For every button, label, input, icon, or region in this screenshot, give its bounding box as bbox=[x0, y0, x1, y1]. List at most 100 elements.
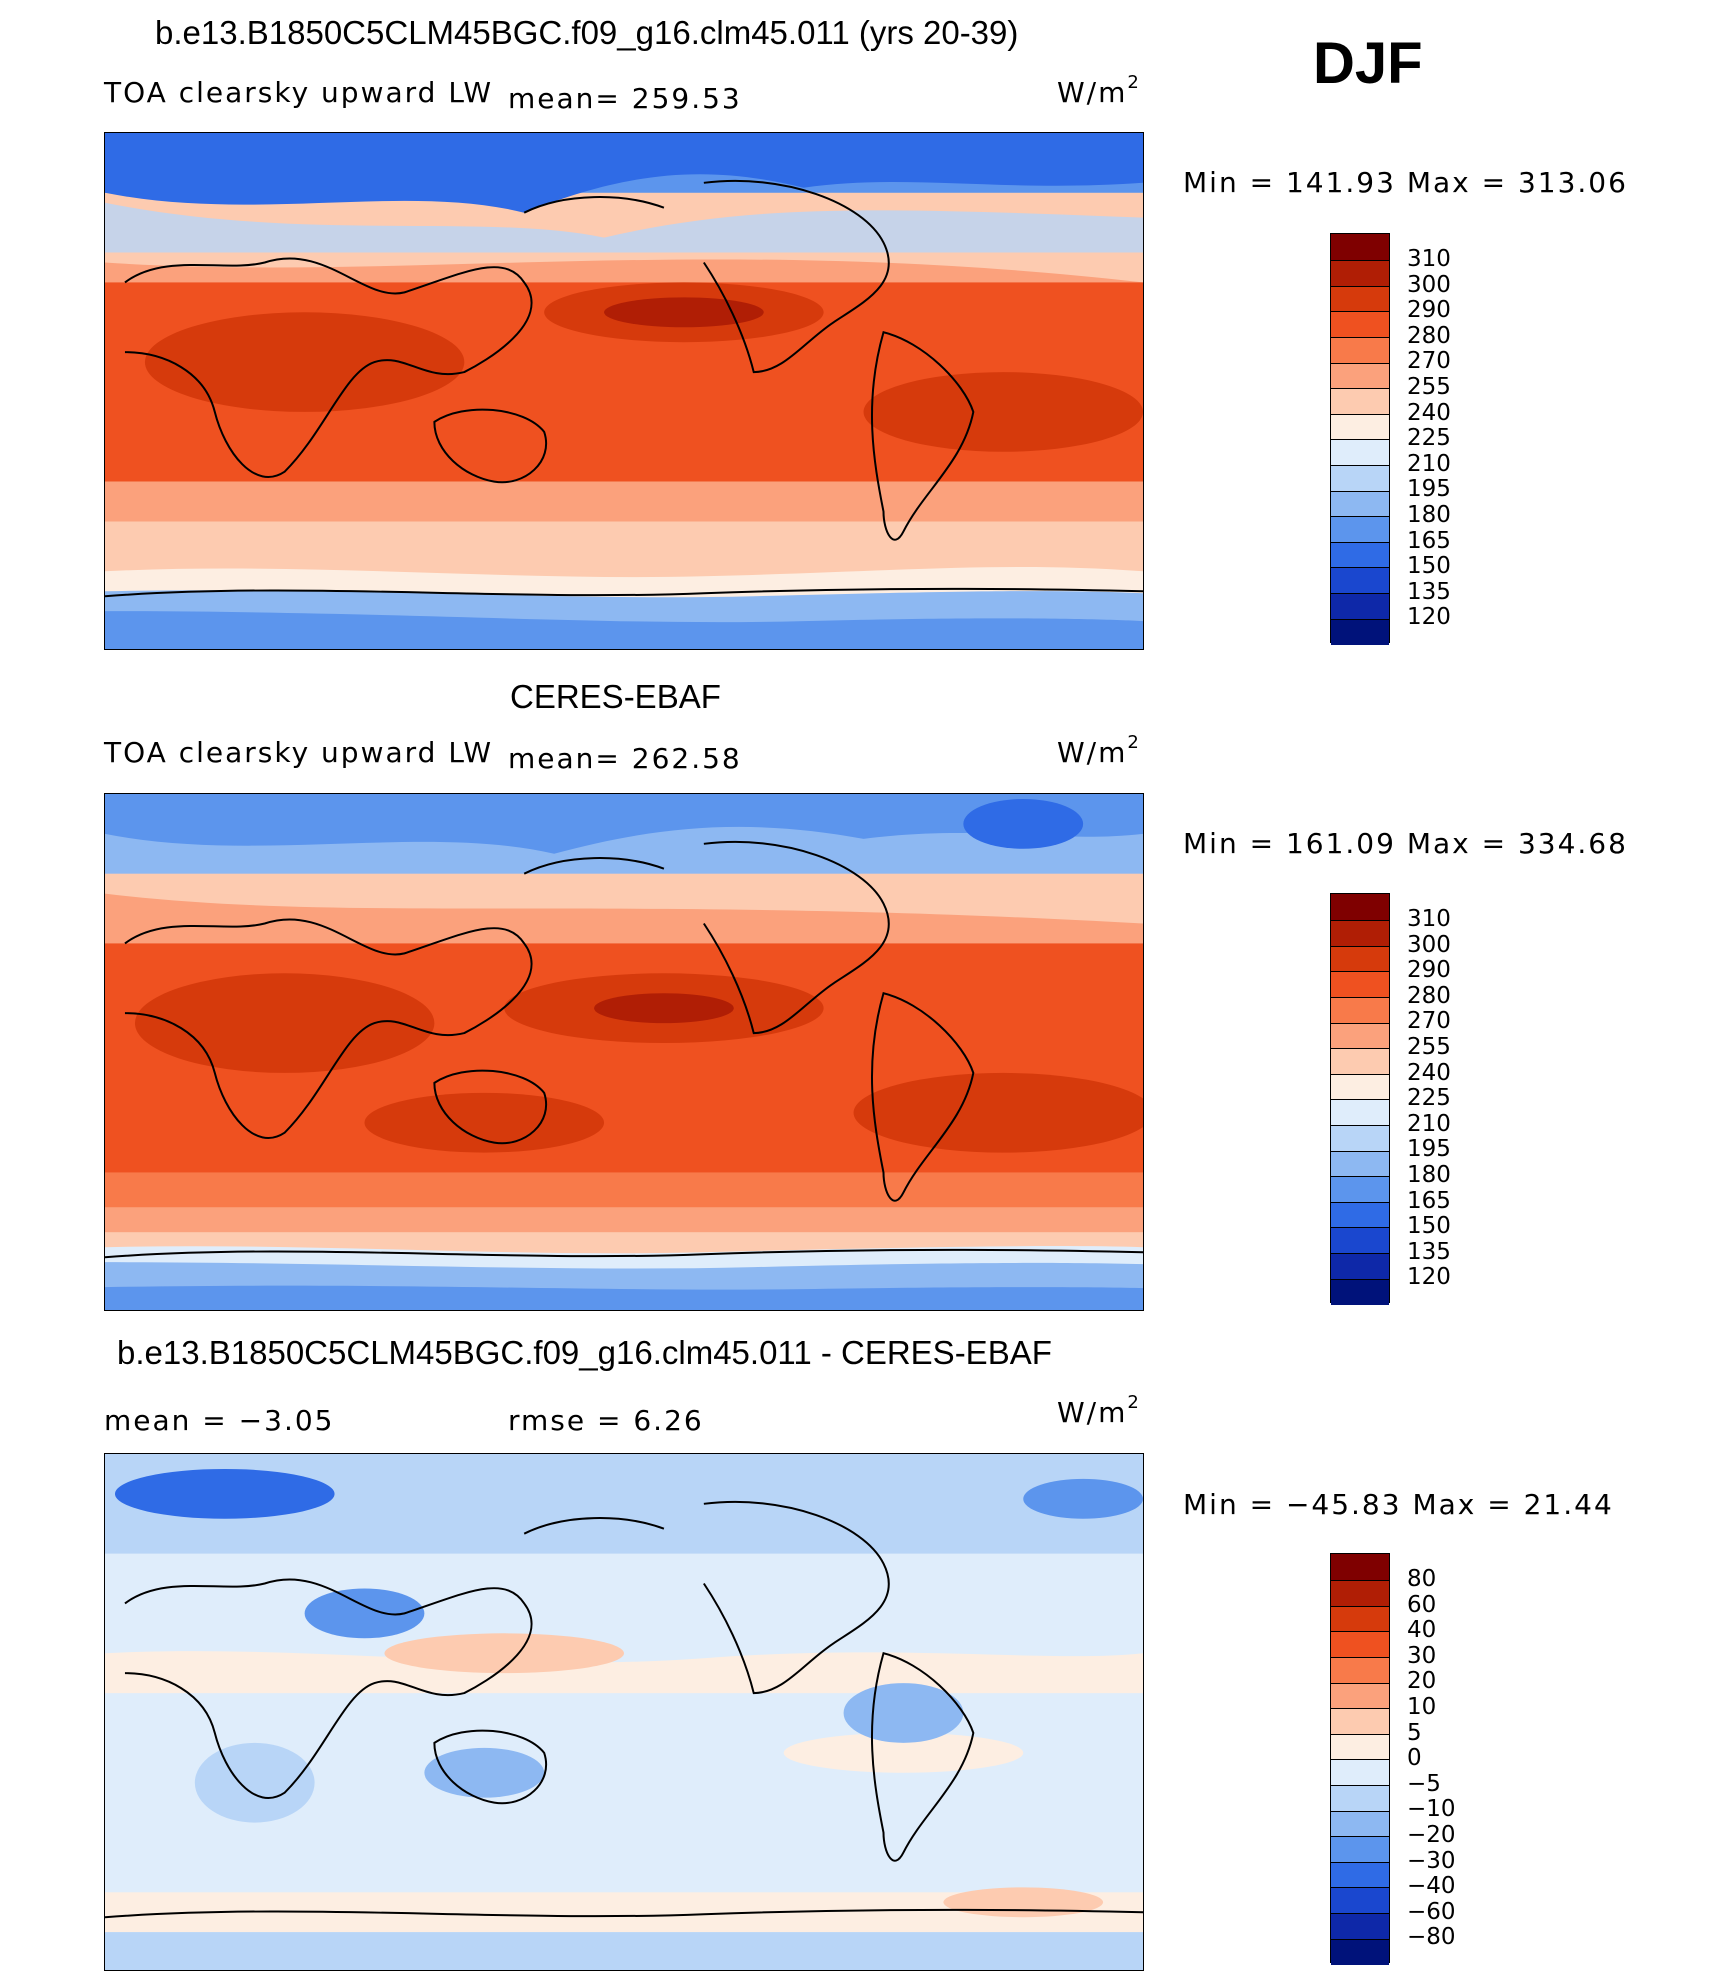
colorbar-swatch bbox=[1331, 1837, 1389, 1863]
diff-map-field bbox=[105, 1454, 1143, 1970]
colorbar-tick-label: 225 bbox=[1407, 425, 1451, 452]
season-label: DJF bbox=[1313, 31, 1423, 96]
colorbar-swatch bbox=[1331, 1126, 1389, 1152]
colorbar-tick-label: 300 bbox=[1407, 931, 1451, 958]
colorbar-tick-label: −5 bbox=[1407, 1770, 1441, 1797]
colorbar-tick-label: 0 bbox=[1407, 1745, 1422, 1772]
colorbar-swatch bbox=[1331, 1049, 1389, 1075]
colorbar-tick-label: −10 bbox=[1407, 1796, 1456, 1823]
colorbar-tick-label: 290 bbox=[1407, 957, 1451, 984]
panel-diff-rmse-label: rmse = 6.26 bbox=[508, 1404, 704, 1437]
colorbar-tick-label: −30 bbox=[1407, 1847, 1456, 1874]
colorbar-tick-label: 120 bbox=[1407, 604, 1451, 631]
units-superscript: 2 bbox=[1127, 732, 1141, 753]
colorbar-tick-label: 255 bbox=[1407, 1034, 1451, 1060]
colorbar-tick-label: 195 bbox=[1407, 476, 1451, 503]
colorbar-tick-label: 135 bbox=[1407, 578, 1451, 605]
units-text: W/m bbox=[1057, 1396, 1128, 1429]
colorbar-swatch bbox=[1331, 234, 1389, 262]
colorbar-tick-label: 290 bbox=[1407, 297, 1451, 324]
colorbar-swatch bbox=[1331, 946, 1389, 973]
colorbar-tick-label: 210 bbox=[1407, 1110, 1451, 1137]
colorbar-tick-label: 280 bbox=[1407, 322, 1451, 349]
colorbar-swatch bbox=[1331, 1709, 1389, 1735]
colorbar-swatch bbox=[1331, 338, 1389, 364]
colorbar-tick-label: −20 bbox=[1407, 1822, 1456, 1848]
colorbar-swatch bbox=[1331, 312, 1389, 339]
colorbar-swatch bbox=[1331, 440, 1389, 467]
colorbar-tick-label: −40 bbox=[1407, 1873, 1456, 1900]
panel-model-mean-label: mean= 259.53 bbox=[508, 82, 742, 115]
colorbar-tick-label: 135 bbox=[1407, 1238, 1451, 1265]
colorbar-tick-label: 270 bbox=[1407, 348, 1451, 375]
panel-model-title: b.e13.B1850C5CLM45BGC.f09_g16.clm45.011 … bbox=[155, 14, 1019, 51]
colorbar-swatch bbox=[1331, 261, 1389, 287]
obs-map-field bbox=[105, 794, 1143, 1310]
colorbar-tick-label: 180 bbox=[1407, 502, 1451, 528]
panel-obs-minmax: Min = 161.09 Max = 334.68 bbox=[1183, 827, 1628, 860]
colorbar-tick-label: 195 bbox=[1407, 1136, 1451, 1163]
panel-obs-map bbox=[104, 793, 1144, 1311]
panel-model-minmax: Min = 141.93 Max = 313.06 bbox=[1183, 166, 1628, 199]
colorbar-tick-label: 180 bbox=[1407, 1162, 1451, 1188]
colorbar-tick-label: 225 bbox=[1407, 1085, 1451, 1112]
colorbar-tick-label: 300 bbox=[1407, 271, 1451, 298]
colorbar-swatch bbox=[1331, 1254, 1389, 1280]
panel-model-colorbar bbox=[1330, 233, 1390, 646]
colorbar-swatch bbox=[1331, 619, 1389, 646]
colorbar-tick-label: −60 bbox=[1407, 1898, 1456, 1925]
colorbar-tick-label: 165 bbox=[1407, 527, 1451, 554]
panel-obs-units: W/m2 bbox=[1057, 732, 1141, 769]
colorbar-tick-label: 255 bbox=[1407, 374, 1451, 400]
panel-diff-units: W/m2 bbox=[1057, 1392, 1141, 1429]
panel-diff-mean-label: mean = −3.05 bbox=[104, 1404, 335, 1437]
colorbar-swatch bbox=[1331, 1914, 1389, 1940]
colorbar-swatch bbox=[1331, 1228, 1389, 1255]
colorbar-swatch bbox=[1331, 542, 1389, 569]
colorbar-tick-label: 150 bbox=[1407, 553, 1451, 580]
units-superscript: 2 bbox=[1127, 1392, 1141, 1413]
colorbar-swatch bbox=[1331, 1888, 1389, 1915]
colorbar-tick-label: 270 bbox=[1407, 1008, 1451, 1035]
colorbar-swatch bbox=[1331, 1581, 1389, 1607]
colorbar-tick-label: 10 bbox=[1407, 1694, 1437, 1720]
colorbar-swatch bbox=[1331, 414, 1389, 441]
colorbar-tick-label: 150 bbox=[1407, 1213, 1451, 1240]
colorbar-swatch bbox=[1331, 1786, 1389, 1812]
colorbar-swatch bbox=[1331, 466, 1389, 492]
colorbar-tick-label: 165 bbox=[1407, 1187, 1451, 1214]
colorbar-swatch bbox=[1331, 594, 1389, 620]
colorbar-swatch bbox=[1331, 1202, 1389, 1229]
colorbar-tick-label: 280 bbox=[1407, 982, 1451, 1009]
colorbar-swatch bbox=[1331, 286, 1389, 313]
units-text: W/m bbox=[1057, 736, 1128, 769]
colorbar-swatch bbox=[1331, 517, 1389, 543]
colorbar-swatch bbox=[1331, 894, 1389, 922]
colorbar-tick-label: 60 bbox=[1407, 1591, 1437, 1618]
model-map-field bbox=[105, 133, 1143, 649]
panel-model-map bbox=[104, 132, 1144, 650]
colorbar-swatch bbox=[1331, 1658, 1389, 1684]
panel-model-units: W/m2 bbox=[1057, 72, 1141, 109]
colorbar-swatch bbox=[1331, 1100, 1389, 1127]
colorbar-swatch bbox=[1331, 491, 1389, 518]
colorbar-tick-label: 40 bbox=[1407, 1617, 1437, 1644]
colorbar-swatch bbox=[1331, 921, 1389, 947]
colorbar-tick-label: 120 bbox=[1407, 1264, 1451, 1291]
colorbar-swatch bbox=[1331, 1279, 1389, 1306]
panel-diff-minmax: Min = −45.83 Max = 21.44 bbox=[1183, 1488, 1614, 1521]
colorbar-tick-label: 240 bbox=[1407, 399, 1451, 426]
panel-obs-title: CERES-EBAF bbox=[510, 678, 721, 715]
colorbar-tick-label: 30 bbox=[1407, 1642, 1437, 1669]
colorbar-swatch bbox=[1331, 1177, 1389, 1203]
panel-diff-title: b.e13.B1850C5CLM45BGC.f09_g16.clm45.011 … bbox=[117, 1334, 1052, 1371]
colorbar-swatch bbox=[1331, 1683, 1389, 1710]
colorbar-swatch bbox=[1331, 1151, 1389, 1178]
colorbar-swatch bbox=[1331, 998, 1389, 1024]
colorbar-swatch bbox=[1331, 1074, 1389, 1101]
colorbar-swatch bbox=[1331, 1734, 1389, 1761]
colorbar-tick-label: 310 bbox=[1407, 906, 1451, 932]
colorbar-tick-label: −80 bbox=[1407, 1924, 1456, 1951]
panel-obs-mean-label: mean= 262.58 bbox=[508, 742, 742, 775]
colorbar-tick-label: 80 bbox=[1407, 1566, 1437, 1592]
